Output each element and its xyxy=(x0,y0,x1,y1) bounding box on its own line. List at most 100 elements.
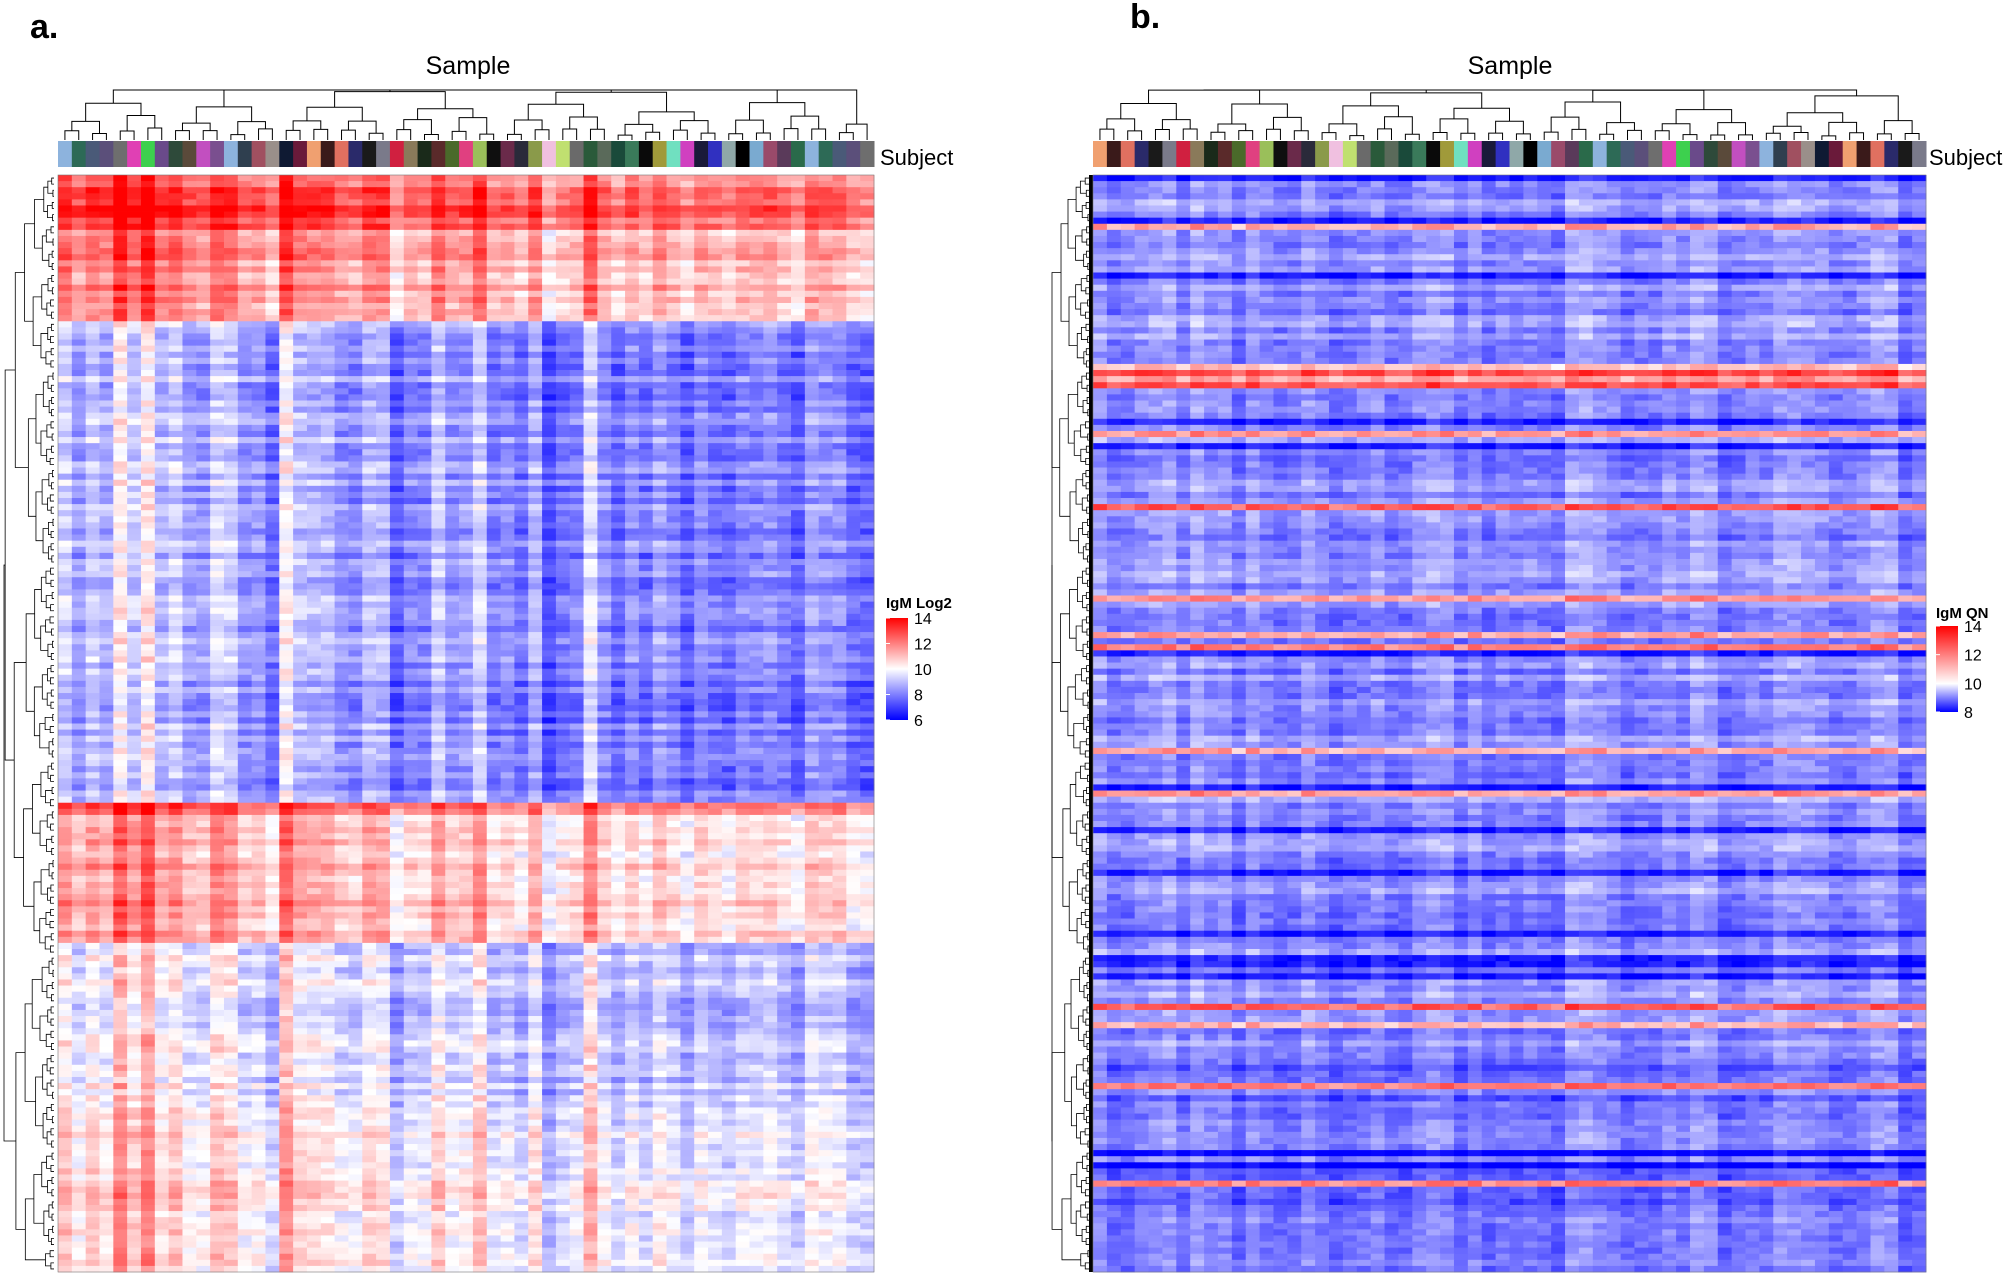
heatmap-cell xyxy=(611,181,626,188)
heatmap-cell xyxy=(265,619,280,627)
heatmap-cell xyxy=(389,546,405,554)
heatmap-cell xyxy=(334,424,349,432)
heatmap-cell xyxy=(182,619,197,627)
heatmap-cell xyxy=(860,266,875,273)
heatmap-cell xyxy=(611,540,626,548)
heatmap-cell xyxy=(818,327,833,334)
heatmap-cell xyxy=(362,400,377,407)
heatmap-cell xyxy=(445,315,460,322)
heatmap-cell xyxy=(154,467,170,475)
heatmap-cell xyxy=(85,473,100,481)
heatmap-cell xyxy=(860,644,875,651)
heatmap-cell xyxy=(818,333,833,340)
heatmap-cell xyxy=(680,656,695,663)
subject-annotation-cell xyxy=(749,141,764,167)
heatmap-cell xyxy=(611,467,626,475)
heatmap-cell xyxy=(196,333,211,340)
heatmap-cell xyxy=(777,589,792,596)
heatmap-cell xyxy=(223,272,239,279)
heatmap-cell xyxy=(376,199,391,206)
heatmap-cell xyxy=(459,491,474,499)
heatmap-cell xyxy=(749,540,764,548)
heatmap-cell xyxy=(265,558,280,566)
heatmap-cell xyxy=(514,558,529,566)
heatmap-cell xyxy=(749,351,764,359)
heatmap-cell xyxy=(832,424,847,432)
heatmap-cell xyxy=(210,223,225,231)
heatmap-cell xyxy=(791,272,806,279)
heatmap-cell xyxy=(638,412,654,420)
heatmap-cell xyxy=(625,430,640,438)
heatmap-cell xyxy=(818,528,833,535)
heatmap-cell xyxy=(735,260,750,267)
heatmap-cell xyxy=(763,595,778,603)
heatmap-cell xyxy=(265,363,280,371)
heatmap-cell xyxy=(403,589,418,596)
heatmap-cell xyxy=(127,187,142,194)
heatmap-cell xyxy=(832,430,847,438)
heatmap-cell xyxy=(528,290,543,298)
heatmap-cell xyxy=(804,266,820,273)
heatmap-cell xyxy=(694,504,709,511)
heatmap-cell xyxy=(459,175,474,182)
heatmap-cell xyxy=(735,278,750,286)
heatmap-cell xyxy=(210,589,225,596)
heatmap-cell xyxy=(237,266,253,273)
heatmap-cell xyxy=(445,412,460,420)
heatmap-cell xyxy=(445,510,460,517)
heatmap-cell xyxy=(265,382,280,389)
heatmap-cell xyxy=(472,333,488,340)
heatmap-cell xyxy=(140,449,156,456)
heatmap-cell xyxy=(749,461,764,468)
heatmap-cell xyxy=(569,424,584,432)
heatmap-cell xyxy=(860,528,875,535)
heatmap-cell xyxy=(680,632,695,639)
heatmap-cell xyxy=(666,418,681,426)
heatmap-cell xyxy=(597,504,612,511)
heatmap-cell xyxy=(625,534,640,542)
subject-annotation-cell xyxy=(196,141,211,167)
heatmap-cell xyxy=(113,229,128,237)
heatmap-cell xyxy=(182,382,197,389)
heatmap-cell xyxy=(99,619,114,627)
heatmap-cell xyxy=(348,223,363,231)
heatmap-cell xyxy=(472,205,488,212)
heatmap-cell xyxy=(486,400,501,407)
heatmap-cell xyxy=(472,577,488,584)
heatmap-cell xyxy=(99,351,114,359)
heatmap-cell xyxy=(583,662,598,670)
heatmap-cell xyxy=(223,260,239,267)
heatmap-cell xyxy=(597,394,612,401)
heatmap-cell xyxy=(597,674,612,682)
heatmap-cell xyxy=(210,540,225,548)
heatmap-cell xyxy=(472,370,488,377)
heatmap-cell xyxy=(804,619,820,627)
heatmap-cell xyxy=(791,296,806,304)
heatmap-cell xyxy=(500,522,515,529)
heatmap-cell xyxy=(334,327,349,334)
heatmap-cell xyxy=(376,528,391,535)
heatmap-cell xyxy=(486,260,501,267)
heatmap-cell xyxy=(445,248,460,255)
subject-annotation-cell xyxy=(431,141,446,167)
heatmap-cell xyxy=(763,242,778,249)
heatmap-cell xyxy=(611,504,626,511)
heatmap-cell xyxy=(140,443,156,450)
heatmap-cell xyxy=(265,357,280,365)
heatmap-cell xyxy=(168,656,183,663)
heatmap-cell xyxy=(472,235,488,243)
heatmap-cell xyxy=(71,607,87,615)
heatmap-cell xyxy=(85,498,100,505)
heatmap-cell xyxy=(708,595,723,603)
heatmap-cell xyxy=(569,650,584,657)
heatmap-cell xyxy=(196,625,211,633)
heatmap-cell xyxy=(514,327,529,334)
heatmap-cell xyxy=(791,589,806,596)
heatmap-cell xyxy=(472,443,488,450)
heatmap-cell xyxy=(376,510,391,517)
heatmap-cell xyxy=(514,430,529,438)
heatmap-cell xyxy=(542,302,557,310)
heatmap-cell xyxy=(348,571,363,578)
heatmap-cell xyxy=(721,528,737,535)
heatmap-cell xyxy=(638,235,654,243)
